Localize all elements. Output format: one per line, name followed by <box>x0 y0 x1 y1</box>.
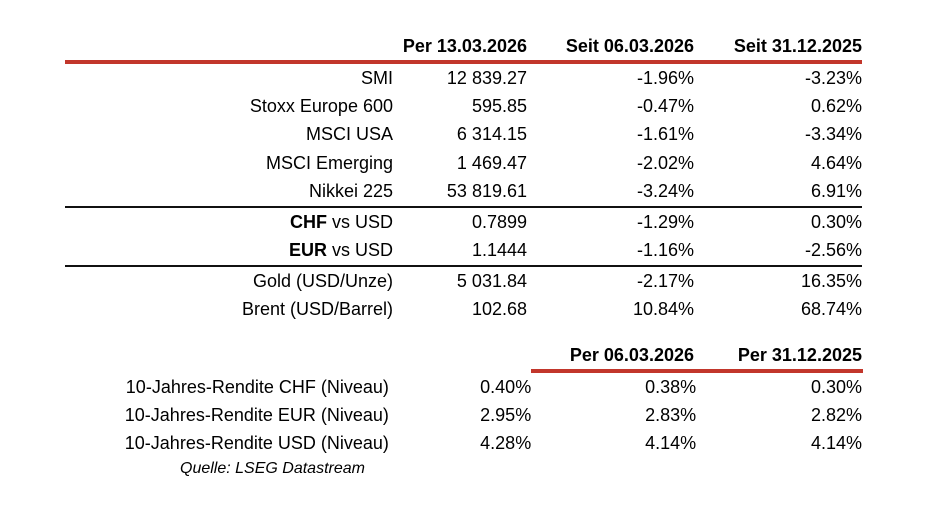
row-value-week: 10.84% <box>632 299 694 320</box>
row-value-week: -1.96% <box>636 67 694 88</box>
row-value-ytd: -3.23% <box>804 67 862 88</box>
row-value-ytd: -3.34% <box>804 124 862 145</box>
section-gap <box>65 324 862 342</box>
black-rule-2 <box>65 264 862 267</box>
table-row-stoxx: Stoxx Europe 600 595.85 -0.47% 0.62% <box>65 92 862 120</box>
table-row-yield-usd: 10-Jahres-Rendite USD (Niveau) 4.28% 4.1… <box>65 430 862 458</box>
row-value-level: 53 819.61 <box>446 181 527 202</box>
row-value-level: 4.28% <box>480 433 532 454</box>
row-value-ytd: 4.64% <box>810 152 862 173</box>
row-value-week: -1.61% <box>636 124 694 145</box>
currency-code: CHF <box>289 211 327 232</box>
yields-header-row: Per 06.03.2026 Per 31.12.2025 <box>65 342 862 369</box>
yields-header-per-week: Per 06.03.2026 <box>569 344 694 365</box>
table-header-row: Per 13.03.2026 Seit 06.03.2026 Seit 31.1… <box>65 33 862 60</box>
row-value-week: 2.83% <box>645 405 697 426</box>
table-row-msci-emerging: MSCI Emerging 1 469.47 -2.02% 4.64% <box>65 149 862 177</box>
row-value-week: -2.17% <box>636 270 694 291</box>
header-seit-week: Seit 06.03.2026 <box>565 36 694 56</box>
row-value-ytd: 4.14% <box>810 433 862 454</box>
row-value-week: -0.47% <box>636 96 694 117</box>
row-label: 10-Jahres-Rendite EUR (Niveau) <box>124 405 389 426</box>
row-value-week: 4.14% <box>645 433 697 454</box>
table-row-brent: Brent (USD/Barrel) 102.68 10.84% 68.74% <box>65 295 862 324</box>
header-per-date: Per 13.03.2026 <box>402 36 527 56</box>
row-value-level: 6 314.15 <box>456 124 527 145</box>
currency-code: EUR <box>288 240 327 261</box>
row-value-week: -3.24% <box>636 181 694 202</box>
red-rule-yields <box>531 368 863 373</box>
header-seit-ytd: Seit 31.12.2025 <box>733 36 862 56</box>
row-label: CHF vs USD <box>65 212 393 233</box>
row-value-level: 5 031.84 <box>456 270 527 291</box>
row-value-level: 12 839.27 <box>446 67 527 88</box>
yields-header-per-ytd: Per 31.12.2025 <box>737 344 862 365</box>
row-value-level: 595.85 <box>471 96 527 117</box>
row-label: MSCI USA <box>305 124 393 145</box>
row-value-level: 1.1444 <box>471 240 527 261</box>
row-value-ytd: 0.62% <box>810 96 862 117</box>
row-label: SMI <box>360 67 393 88</box>
table-row-yield-chf: 10-Jahres-Rendite CHF (Niveau) 0.40% 0.3… <box>65 373 862 401</box>
row-label: Brent (USD/Barrel) <box>241 299 393 320</box>
row-value-level: 102.68 <box>471 299 527 320</box>
row-value-week: -2.02% <box>636 152 694 173</box>
row-value-level: 0.7899 <box>471 211 527 232</box>
source-note: Quelle: LSEG Datastream <box>180 460 365 477</box>
row-label: Nikkei 225 <box>308 181 393 202</box>
row-value-level: 1 469.47 <box>456 152 527 173</box>
row-value-week: -1.16% <box>636 240 694 261</box>
table-row-smi: SMI 12 839.27 -1.96% -3.23% <box>65 64 862 92</box>
row-value-week: 0.38% <box>645 376 697 397</box>
table-row-gold: Gold (USD/Unze) 5 031.84 -2.17% 16.35% <box>65 267 862 296</box>
red-rule-top <box>65 60 862 64</box>
table-row-yield-eur: 10-Jahres-Rendite EUR (Niveau) 2.95% 2.8… <box>65 401 862 429</box>
table-row-chf-usd: CHF vs USD 0.7899 -1.29% 0.30% <box>65 208 862 237</box>
row-label: 10-Jahres-Rendite CHF (Niveau) <box>125 376 389 397</box>
row-value-level: 0.40% <box>480 376 532 397</box>
currency-pair-suffix: vs USD <box>331 240 393 261</box>
row-label: 10-Jahres-Rendite USD (Niveau) <box>124 433 389 454</box>
row-value-week: -1.29% <box>636 211 694 232</box>
row-label: EUR vs USD <box>65 240 393 261</box>
row-value-ytd: 16.35% <box>800 270 862 291</box>
row-value-ytd: 68.74% <box>800 299 862 320</box>
row-label: Gold (USD/Unze) <box>252 270 393 291</box>
row-label: Stoxx Europe 600 <box>249 96 393 117</box>
row-value-ytd: 6.91% <box>810 181 862 202</box>
table-row-nikkei: Nikkei 225 53 819.61 -3.24% 6.91% <box>65 178 862 206</box>
table-row-msci-usa: MSCI USA 6 314.15 -1.61% -3.34% <box>65 121 862 149</box>
row-value-ytd: -2.56% <box>804 240 862 261</box>
row-value-ytd: 2.82% <box>810 405 862 426</box>
row-label: MSCI Emerging <box>265 152 393 173</box>
currency-pair-suffix: vs USD <box>331 211 393 232</box>
black-rule-1 <box>65 205 862 208</box>
table-row-eur-usd: EUR vs USD 1.1444 -1.16% -2.56% <box>65 236 862 265</box>
row-value-ytd: 0.30% <box>810 376 862 397</box>
row-value-ytd: 0.30% <box>810 211 862 232</box>
row-value-level: 2.95% <box>480 405 532 426</box>
market-overview-table: Per 13.03.2026 Seit 06.03.2026 Seit 31.1… <box>65 33 863 458</box>
